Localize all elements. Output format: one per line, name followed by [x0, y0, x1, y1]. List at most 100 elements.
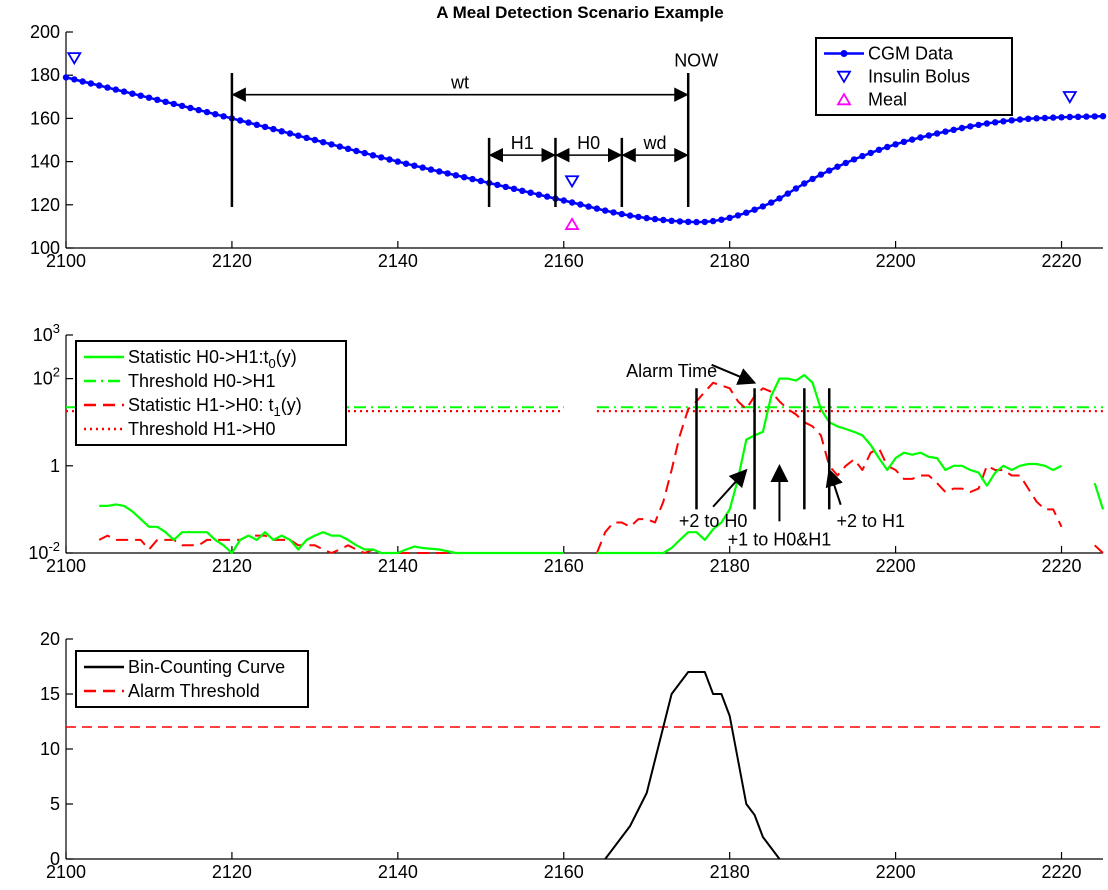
- cgm-point: [743, 209, 750, 216]
- x-tick-label: 2200: [876, 251, 916, 271]
- cgm-point: [170, 100, 177, 108]
- legend-label: Bin-Counting Curve: [128, 657, 285, 677]
- x-tick-label: 2180: [710, 862, 750, 882]
- cgm-point: [726, 214, 733, 221]
- cgm-point: [1099, 113, 1107, 120]
- cgm-point: [626, 212, 634, 219]
- cgm-point: [734, 212, 742, 219]
- cgm-point: [884, 143, 891, 151]
- legend-label: Statistic H1->H0: t1(y): [128, 395, 302, 419]
- cgm-point: [212, 111, 219, 118]
- cgm-point: [1041, 114, 1049, 122]
- cgm-point: [237, 117, 244, 124]
- cgm-point: [494, 181, 501, 189]
- y-tick-label: 10-2: [28, 539, 60, 563]
- cgm-point: [261, 123, 269, 131]
- cgm-point: [137, 92, 144, 99]
- x-tick-label: 2220: [1041, 556, 1081, 576]
- y-tick-label: 15: [40, 684, 60, 704]
- x-tick-label: 2160: [544, 251, 584, 271]
- window-label: wt: [450, 73, 469, 93]
- cgm-point: [942, 128, 949, 135]
- legend-label: Statistic H0->H1:t0(y): [128, 347, 297, 371]
- cgm-point: [1050, 114, 1057, 121]
- cgm-point: [842, 159, 849, 167]
- annotation-arrow: [711, 363, 757, 385]
- legend-swatch: [836, 70, 852, 84]
- cgm-point: [643, 214, 650, 222]
- cgm-point: [859, 152, 866, 160]
- cgm-point: [709, 217, 717, 225]
- cgm-point: [178, 102, 186, 110]
- cgm-point: [411, 162, 418, 169]
- cgm-point: [958, 124, 966, 132]
- panel-bin-counting: 2100 2120 2140 2160 2180 2200 2220 0 5 10 15 20 Bin-…: [40, 629, 1103, 882]
- cgm-point: [402, 160, 410, 167]
- cgm-point: [145, 94, 153, 101]
- cgm-point: [535, 191, 543, 198]
- cgm-point: [394, 158, 401, 165]
- cgm-point: [900, 138, 908, 145]
- cgm-point: [220, 113, 227, 120]
- cgm-point: [436, 168, 443, 175]
- x-tick-label: 2140: [378, 556, 418, 576]
- x-tick-label: 2120: [212, 251, 252, 271]
- cgm-point: [87, 80, 95, 87]
- y-tick-label: 160: [30, 108, 60, 128]
- annotation-label: +2 to H0: [679, 511, 748, 531]
- cgm-point: [96, 82, 103, 89]
- y-tick-label: 120: [30, 195, 60, 215]
- legend-swatch-dot: [840, 50, 848, 57]
- cgm-point: [635, 213, 642, 221]
- cgm-point: [792, 185, 800, 192]
- cgm-point: [187, 104, 194, 112]
- cgm-point: [527, 189, 534, 196]
- y-tick-label: 140: [30, 152, 60, 172]
- x-tick-label: 2100: [46, 251, 86, 271]
- y-tick-label: 102: [33, 365, 60, 389]
- insulin-bolus-marker: [1062, 91, 1078, 104]
- cgm-point: [983, 120, 991, 127]
- cgm-point: [195, 106, 202, 114]
- cgm-point: [801, 180, 808, 187]
- cgm-point: [461, 174, 468, 181]
- legend-label: Threshold H1->H0: [128, 419, 276, 439]
- cgm-point: [378, 154, 385, 161]
- cgm-point: [1025, 115, 1032, 123]
- statistic-h1-h0-line: [98, 534, 564, 554]
- cgm-point: [253, 121, 260, 128]
- cgm-point: [328, 141, 335, 148]
- cgm-point: [925, 132, 932, 139]
- cgm-point: [560, 197, 567, 204]
- cgm-point: [353, 147, 360, 155]
- annotation-arrow: [825, 468, 843, 506]
- cgm-point: [502, 183, 509, 191]
- cgm-point: [295, 132, 302, 139]
- cgm-point: [817, 171, 825, 178]
- x-tick-label: 2220: [1041, 862, 1081, 882]
- cgm-point: [685, 218, 692, 225]
- chart-title: A Meal Detection Scenario Example: [436, 3, 724, 22]
- cgm-point: [270, 125, 277, 133]
- cgm-point: [875, 146, 883, 153]
- cgm-point: [809, 175, 816, 183]
- x-tick-label: 2140: [378, 862, 418, 882]
- cgm-point: [112, 86, 120, 93]
- x-tick-label: 2200: [876, 862, 916, 882]
- insulin-bolus-marker: [66, 52, 82, 66]
- cgm-point: [386, 156, 393, 163]
- cgm-point: [1074, 113, 1082, 121]
- cgm-point: [62, 74, 70, 81]
- cgm-point: [784, 190, 791, 197]
- y-tick-label: 103: [33, 321, 60, 345]
- legend-swatch: [836, 92, 852, 106]
- cgm-point: [1066, 113, 1074, 121]
- meal-marker: [564, 217, 580, 230]
- cgm-point: [1091, 113, 1098, 120]
- cgm-point: [651, 215, 659, 223]
- y-tick-label: 100: [30, 238, 60, 258]
- cgm-point: [867, 149, 874, 157]
- statistic-h1-h0-line: [1094, 544, 1104, 554]
- x-tick-label: 2180: [710, 251, 750, 271]
